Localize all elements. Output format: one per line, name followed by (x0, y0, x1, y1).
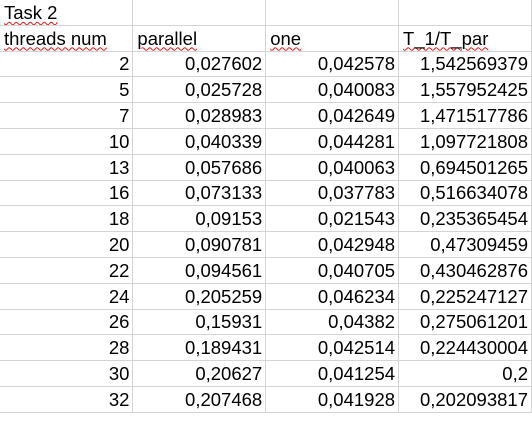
header-threads-num: threads num (4, 27, 107, 49)
cell-A1[interactable]: Task 2 (0, 0, 134, 26)
cell-one[interactable]: 0,040083 (265, 76, 400, 104)
cell-parallel[interactable]: 0,040339 (132, 128, 267, 155)
cell-threads-num[interactable]: 7 (0, 102, 134, 129)
cell-parallel[interactable]: 0,094561 (132, 257, 267, 284)
cell-one[interactable]: 0,042649 (265, 102, 400, 129)
cell-one[interactable]: 0,040063 (265, 154, 400, 181)
cell-one[interactable]: 0,037783 (265, 180, 400, 207)
table-row: 13 0,057686 0,040063 0,694501265 (0, 154, 532, 181)
cell-parallel[interactable]: 0,205259 (132, 283, 267, 310)
cell-threads-num[interactable]: 13 (0, 154, 134, 181)
cell-C1[interactable] (265, 0, 400, 26)
table-row: 28 0,189431 0,042514 0,224430004 (0, 334, 532, 362)
cell-one[interactable]: 0,042514 (265, 334, 400, 362)
cell-speedup[interactable]: 0,2 (398, 360, 532, 387)
grid-body: Task 2 threads num parallel one T_1/T_pa… (0, 0, 532, 413)
cell-parallel[interactable]: 0,027602 (132, 51, 267, 78)
cell-speedup[interactable]: 0,224430004 (398, 334, 532, 362)
title-cell: Task 2 (4, 1, 58, 23)
table-row: 22 0,094561 0,040705 0,430462876 (0, 257, 532, 284)
cell-threads-num[interactable]: 16 (0, 180, 134, 207)
cell-threads-num[interactable]: 32 (0, 386, 134, 413)
cell-threads-num[interactable]: 5 (0, 76, 134, 104)
header-row: threads num parallel one T_1/T_par (0, 25, 532, 52)
table-row: 24 0,205259 0,046234 0,225247127 (0, 283, 532, 310)
spreadsheet-grid: Task 2 threads num parallel one T_1/T_pa… (0, 0, 532, 413)
cell-parallel[interactable]: 0,057686 (132, 154, 267, 181)
table-row: 26 0,15931 0,04382 0,275061201 (0, 309, 532, 336)
table-row: 16 0,073133 0,037783 0,516634078 (0, 180, 532, 207)
cell-speedup[interactable]: 0,47309459 (398, 231, 532, 258)
cell-one[interactable]: 0,041928 (265, 386, 400, 413)
cell-parallel[interactable]: 0,09153 (132, 205, 267, 233)
cell-speedup[interactable]: 0,275061201 (398, 309, 532, 336)
cell-parallel[interactable]: 0,073133 (132, 180, 267, 207)
cell-speedup[interactable]: 1,471517786 (398, 102, 532, 129)
table-row: 5 0,025728 0,040083 1,557952425 (0, 76, 532, 104)
table-row: 20 0,090781 0,042948 0,47309459 (0, 231, 532, 258)
cell-one[interactable]: 0,041254 (265, 360, 400, 387)
cell-speedup[interactable]: 0,694501265 (398, 154, 532, 181)
table-row: 7 0,028983 0,042649 1,471517786 (0, 102, 532, 129)
cell-one[interactable]: 0,042578 (265, 51, 400, 78)
table-row: 10 0,040339 0,044281 1,097721808 (0, 128, 532, 155)
cell-parallel[interactable]: 0,028983 (132, 102, 267, 129)
cell-threads-num[interactable]: 18 (0, 205, 134, 233)
cell-parallel[interactable]: 0,20627 (132, 360, 267, 387)
cell-one[interactable]: 0,046234 (265, 283, 400, 310)
title-row: Task 2 (0, 0, 532, 26)
cell-threads-num[interactable]: 20 (0, 231, 134, 258)
cell-D2[interactable]: T_1/T_par (398, 25, 532, 52)
cell-parallel[interactable]: 0,189431 (132, 334, 267, 362)
cell-one[interactable]: 0,042948 (265, 231, 400, 258)
table-row: 2 0,027602 0,042578 1,542569379 (0, 51, 532, 78)
cell-threads-num[interactable]: 26 (0, 309, 134, 336)
cell-threads-num[interactable]: 24 (0, 283, 134, 310)
cell-parallel[interactable]: 0,090781 (132, 231, 267, 258)
cell-one[interactable]: 0,044281 (265, 128, 400, 155)
cell-D1[interactable] (398, 0, 532, 26)
cell-one[interactable]: 0,021543 (265, 205, 400, 233)
table-row: 30 0,20627 0,041254 0,2 (0, 360, 532, 387)
table-row: 18 0,09153 0,021543 0,235365454 (0, 205, 532, 233)
cell-threads-num[interactable]: 22 (0, 257, 134, 284)
cell-B2[interactable]: parallel (132, 25, 267, 52)
cell-one[interactable]: 0,04382 (265, 309, 400, 336)
cell-speedup[interactable]: 0,516634078 (398, 180, 532, 207)
cell-A2[interactable]: threads num (0, 25, 134, 52)
header-parallel: parallel (137, 27, 198, 49)
header-one: one (270, 27, 302, 49)
cell-B1[interactable] (132, 0, 267, 26)
cell-speedup[interactable]: 1,557952425 (398, 76, 532, 104)
cell-speedup[interactable]: 0,225247127 (398, 283, 532, 310)
cell-threads-num[interactable]: 2 (0, 51, 134, 78)
cell-C2[interactable]: one (265, 25, 400, 52)
cell-threads-num[interactable]: 28 (0, 334, 134, 362)
header-speedup: T_1/T_par (403, 27, 489, 49)
cell-threads-num[interactable]: 10 (0, 128, 134, 155)
cell-parallel[interactable]: 0,207468 (132, 386, 267, 413)
cell-speedup[interactable]: 1,542569379 (398, 51, 532, 78)
cell-threads-num[interactable]: 30 (0, 360, 134, 387)
cell-speedup[interactable]: 0,430462876 (398, 257, 532, 284)
table-row: 32 0,207468 0,041928 0,202093817 (0, 386, 532, 413)
cell-one[interactable]: 0,040705 (265, 257, 400, 284)
cell-parallel[interactable]: 0,025728 (132, 76, 267, 104)
cell-speedup[interactable]: 1,097721808 (398, 128, 532, 155)
cell-speedup[interactable]: 0,235365454 (398, 205, 532, 233)
cell-speedup[interactable]: 0,202093817 (398, 386, 532, 413)
cell-parallel[interactable]: 0,15931 (132, 309, 267, 336)
